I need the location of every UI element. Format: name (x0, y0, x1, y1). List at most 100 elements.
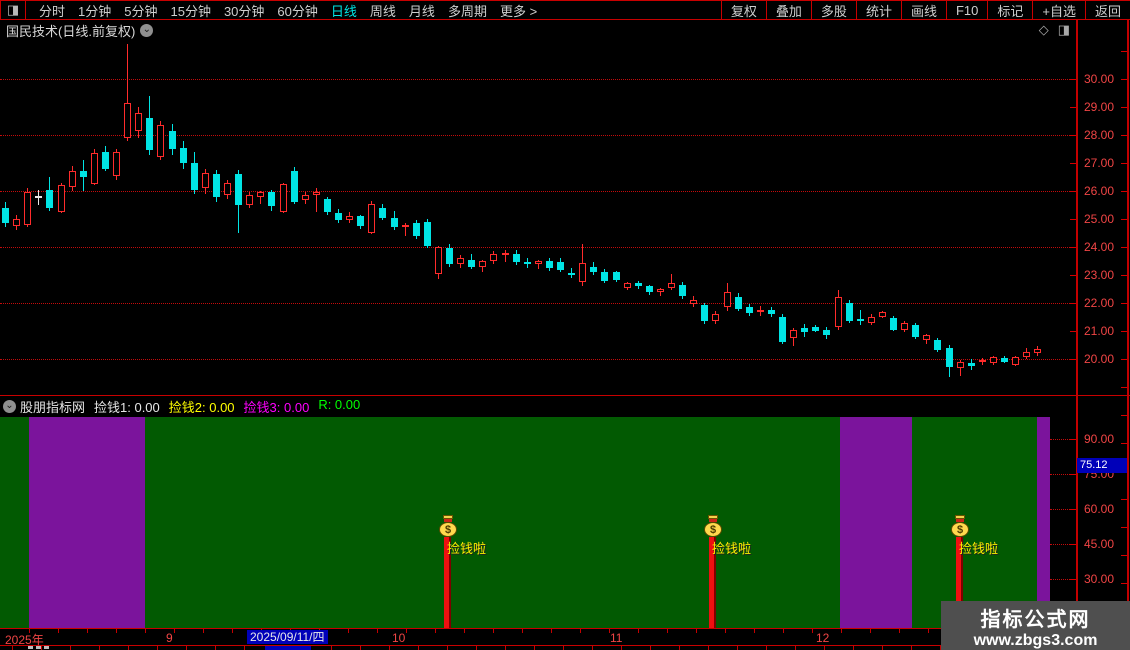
x-axis-tick (725, 629, 726, 633)
candle (312, 191, 320, 196)
x-axis-label: 12 (816, 631, 830, 645)
signal-label: 捡钱啦 (959, 541, 999, 556)
candle (568, 273, 576, 276)
diamond-icon[interactable]: ◇ (1038, 22, 1049, 37)
candle-wick (959, 360, 961, 376)
clip-tick (186, 646, 187, 650)
toolbar-button-+自选[interactable]: +自选 (1032, 1, 1085, 19)
selected-date-label: 2025/09/11/四 (247, 630, 328, 644)
x-axis-tick (493, 629, 494, 633)
period-tab-更多 >[interactable]: 更多 > (499, 3, 538, 19)
axis-tick (1070, 579, 1076, 580)
x-axis: 2025年 9 2025/09/11/四 10 11 12 (0, 628, 1130, 647)
candle (801, 328, 809, 333)
money-bag-icon: $ (950, 515, 970, 537)
toolbar-button-叠加[interactable]: 叠加 (765, 1, 811, 19)
edge-tick (1121, 275, 1127, 276)
money-bag-flare (708, 515, 718, 519)
toolbar-button-返回[interactable]: 返回 (1084, 1, 1130, 19)
candle-wick (315, 188, 317, 212)
period-tab-1分钟[interactable]: 1分钟 (78, 3, 112, 19)
highlight-band (1037, 417, 1050, 628)
period-tab-月线[interactable]: 月线 (408, 3, 435, 19)
edge-tick (1121, 415, 1127, 416)
clip-tick (70, 646, 71, 650)
toolbar: ◨ 分时 1分钟 5分钟 15分钟 30分钟 60分钟 日线 周线 月线 多周期 更多 > 复权 叠加… (0, 0, 1130, 20)
candle (557, 262, 564, 270)
clip-tick (708, 646, 709, 650)
candle (46, 189, 54, 208)
candle (634, 283, 642, 287)
period-tab-30分钟[interactable]: 30分钟 (223, 3, 265, 19)
toolbar-button-复权[interactable]: 复权 (720, 1, 766, 19)
toolbar-button-统计[interactable]: 统计 (855, 1, 901, 19)
candle (357, 216, 365, 226)
candle (190, 163, 198, 190)
price-label: 24.00 (1084, 240, 1115, 254)
period-tab-60分钟[interactable]: 60分钟 (277, 3, 318, 19)
panel-toggle-icon[interactable]: ◨ (0, 1, 26, 19)
candle (268, 192, 276, 207)
axis-tick (1070, 191, 1076, 192)
indicator-field: R: 0.00 (318, 397, 361, 412)
x-axis-tick (58, 629, 59, 633)
axis-tick (1070, 331, 1076, 332)
x-axis-tick (580, 629, 581, 633)
split-view-icon[interactable]: ◨ (1057, 22, 1070, 37)
period-tab-周线[interactable]: 周线 (369, 3, 396, 19)
period-menu: 分时 1分钟 5分钟 15分钟 30分钟 60分钟 日线 周线 月线 多周期 更多 > (26, 1, 537, 20)
edge-tick (1121, 499, 1127, 500)
edge-tick (1121, 583, 1127, 584)
axis-tick (1070, 79, 1076, 80)
period-tab-5分钟[interactable]: 5分钟 (124, 3, 158, 19)
toolbar-button-标记[interactable]: 标记 (987, 1, 1032, 19)
candle (856, 319, 864, 322)
candle (179, 147, 187, 163)
x-axis-tick (783, 629, 784, 633)
axis-tick (1070, 135, 1076, 136)
candle (645, 286, 653, 292)
chevron-down-icon[interactable]: ⌄ (140, 23, 154, 37)
clip-tick (795, 646, 796, 650)
x-axis-tick (812, 629, 813, 633)
clip-tick (766, 646, 767, 650)
edge-tick (1121, 331, 1127, 332)
collapse-pane-icon[interactable]: ⌄ (3, 400, 16, 413)
clip-tick (12, 646, 13, 650)
x-axis-tick (203, 629, 204, 633)
candle (13, 219, 21, 226)
toolbar-button-F10[interactable]: F10 (945, 1, 987, 19)
edge-tick (1121, 219, 1127, 220)
price-label: 30.00 (1084, 72, 1115, 86)
toolbar-button-画线[interactable]: 画线 (900, 1, 946, 19)
candle (701, 304, 709, 322)
period-tab-分时[interactable]: 分时 (39, 3, 66, 19)
candle (756, 310, 764, 312)
edge-tick (1121, 247, 1127, 248)
edge-tick (1121, 191, 1127, 192)
candle (623, 283, 631, 288)
axis-tick (1070, 474, 1076, 475)
indicator-grid-stub (1050, 579, 1076, 580)
price-label: 25.00 (1084, 212, 1115, 226)
clip-tick (853, 646, 854, 650)
candle (390, 217, 398, 228)
watermark: 指标公式网 www.zbgs3.com (941, 601, 1130, 650)
x-axis-tick (87, 629, 88, 633)
toolbar-actions: 复权 叠加 多股 统计 画线 F10 标记 +自选 返回 (720, 1, 1130, 19)
period-tab-15分钟[interactable]: 15分钟 (170, 3, 211, 19)
period-tab-日线[interactable]: 日线 (330, 3, 357, 19)
indicator-axis-label: 30.00 (1084, 572, 1115, 586)
clip-tick (505, 646, 506, 650)
candle (201, 172, 209, 189)
toolbar-button-多股[interactable]: 多股 (810, 1, 856, 19)
candle (590, 266, 598, 273)
clip-tick (41, 646, 42, 650)
x-axis-tick (232, 629, 233, 633)
edge-tick (1121, 135, 1127, 136)
period-tab-多周期[interactable]: 多周期 (447, 3, 487, 19)
money-bag-flare (443, 515, 453, 519)
edge-tick (1121, 555, 1127, 556)
candle (945, 347, 953, 368)
